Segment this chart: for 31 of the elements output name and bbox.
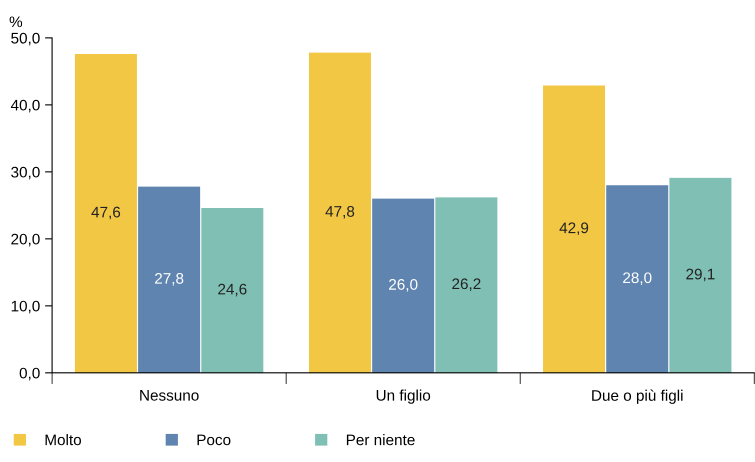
bar — [606, 185, 668, 373]
legend-label: Molto — [46, 434, 82, 446]
y-tick-label: 10,0 — [12, 300, 40, 314]
bar — [669, 178, 732, 373]
y-tick-label: 50,0 — [11, 32, 40, 46]
data-label: 29,1 — [686, 268, 715, 282]
y-tick-label: 20,0 — [11, 234, 40, 246]
data-label: 42,9 — [560, 222, 588, 236]
y-tick-label: 0,0 — [20, 368, 40, 380]
data-label: 24,6 — [218, 284, 247, 296]
bar — [308, 52, 371, 373]
bar — [201, 208, 264, 373]
legend-label: Poco — [198, 434, 230, 446]
x-tick-label: Un figlio — [376, 390, 430, 404]
bar — [74, 54, 137, 373]
bar — [138, 186, 200, 373]
data-label: 28,0 — [623, 272, 652, 285]
bar — [435, 197, 498, 373]
bar — [372, 198, 434, 373]
y-tick-label: 40,0 — [10, 100, 40, 112]
bar — [543, 85, 606, 373]
data-label: 26,2 — [452, 278, 480, 291]
x-tick-label: Due o più figli — [592, 390, 682, 404]
legend-label: Per niente — [346, 434, 415, 446]
data-label: 27,8 — [155, 273, 184, 286]
data-label: 47,8 — [325, 206, 354, 219]
x-tick-label: Nessuno — [140, 390, 199, 401]
data-label: 47,6 — [91, 206, 120, 220]
y-tick-label: 30,0 — [11, 166, 40, 180]
y-axis-title: % — [10, 16, 22, 28]
data-label: 26,0 — [389, 279, 418, 292]
